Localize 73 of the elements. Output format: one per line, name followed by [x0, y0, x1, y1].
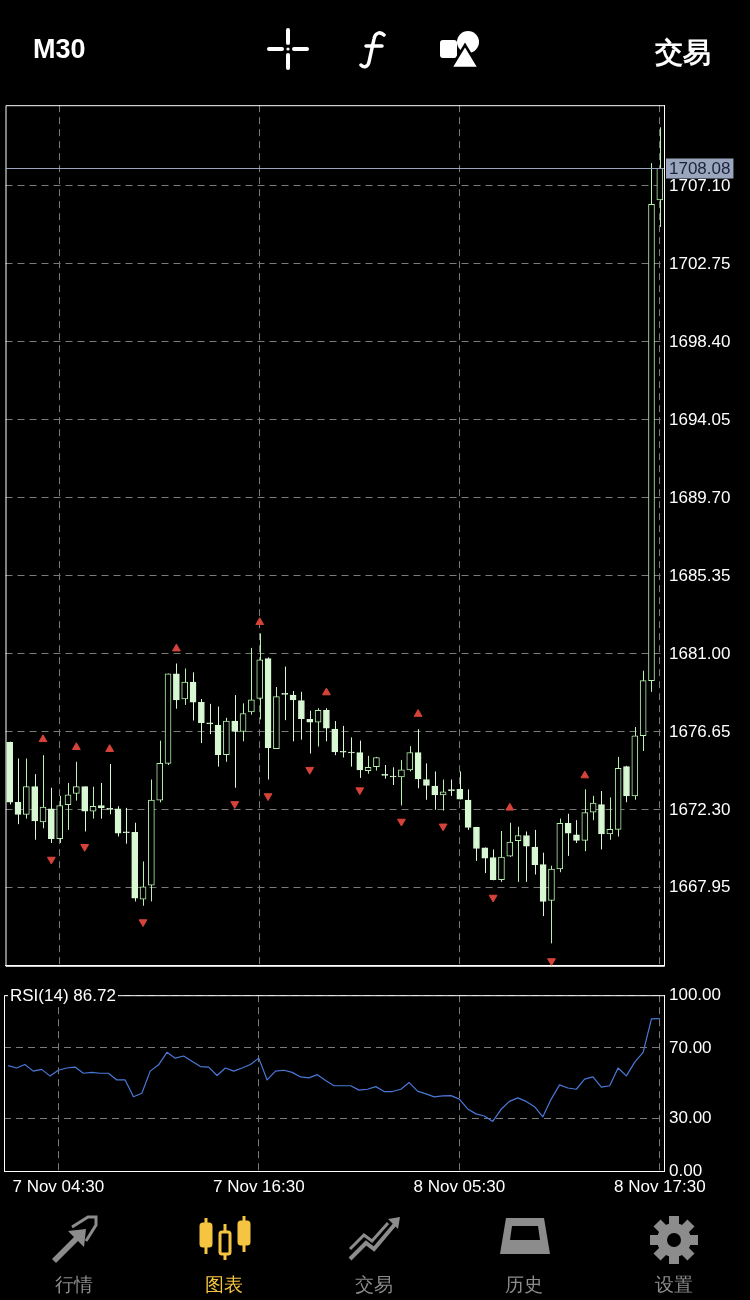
candlestick	[498, 830, 505, 883]
candlestick	[531, 829, 539, 876]
y-tick-label: 100.00	[669, 984, 721, 1004]
candlestick	[81, 786, 89, 833]
text: 行情	[54, 1272, 94, 1297]
candlestick	[431, 770, 439, 811]
candlestick	[298, 691, 305, 741]
y-tick-label: 1681.00	[669, 643, 731, 663]
point	[305, 766, 315, 775]
candlestick	[481, 846, 489, 874]
ref-line-label: 1708.08	[669, 159, 731, 179]
text: 交易	[655, 36, 711, 70]
point	[255, 617, 265, 626]
x-tick-label: 7 Nov 16:30	[212, 1176, 305, 1196]
y-tick-label: 1689.70	[669, 487, 731, 507]
candlestick	[206, 703, 214, 735]
candlestick	[348, 736, 355, 768]
y-tick-label: 70.00	[669, 1037, 712, 1057]
point	[71, 742, 81, 750]
point	[413, 709, 423, 717]
y-tick-label: 1685.35	[669, 565, 731, 585]
candlestick	[356, 740, 364, 779]
text: 历史	[504, 1272, 544, 1297]
y-tick-label: 30.00	[669, 1107, 712, 1127]
text: 交易	[354, 1272, 394, 1297]
candlestick	[523, 831, 530, 883]
x-tick-label: 7 Nov 04:30	[12, 1176, 105, 1196]
candlestick	[198, 698, 205, 744]
point	[505, 802, 515, 811]
point	[171, 643, 181, 652]
candlestick	[331, 720, 339, 756]
candlestick	[323, 707, 330, 742]
candlestick	[181, 668, 189, 706]
candlestick	[423, 762, 430, 801]
point	[438, 823, 448, 832]
point	[397, 818, 406, 827]
point	[547, 958, 556, 966]
candlestick	[506, 822, 514, 858]
candlestick	[231, 694, 239, 789]
candlestick	[406, 745, 414, 772]
candlestick	[389, 766, 397, 786]
point	[38, 734, 48, 743]
candlestick	[473, 826, 480, 862]
point	[80, 844, 90, 852]
candlestick	[398, 759, 405, 807]
y-tick-label: 1667.95	[669, 877, 731, 897]
x-tick-label: 8 Nov 05:30	[413, 1176, 506, 1196]
point	[263, 793, 273, 802]
point	[230, 801, 240, 809]
point	[355, 787, 365, 796]
y-tick-label: 1698.40	[669, 331, 731, 351]
point	[46, 856, 56, 865]
text: 设置	[654, 1272, 694, 1297]
y-tick-label: 1676.65	[669, 721, 731, 741]
candlestick	[73, 761, 80, 802]
text: 图表	[204, 1272, 244, 1297]
candlestick	[456, 770, 464, 800]
y-tick-label: 1702.75	[669, 253, 731, 273]
chart-title: RSI(14) 86.72	[8, 986, 118, 1006]
y-tick-label: 1672.30	[669, 799, 731, 819]
point	[322, 687, 331, 696]
text: M30	[33, 34, 86, 65]
candlestick	[573, 819, 580, 844]
point	[488, 894, 498, 903]
y-tick-label: 1694.05	[669, 409, 731, 429]
candlestick	[606, 796, 614, 841]
point	[105, 744, 115, 752]
candlestick	[123, 807, 130, 845]
candlestick	[248, 647, 255, 716]
point	[138, 919, 148, 928]
candlestick	[339, 725, 347, 758]
point	[580, 770, 590, 779]
candlestick	[98, 782, 105, 820]
